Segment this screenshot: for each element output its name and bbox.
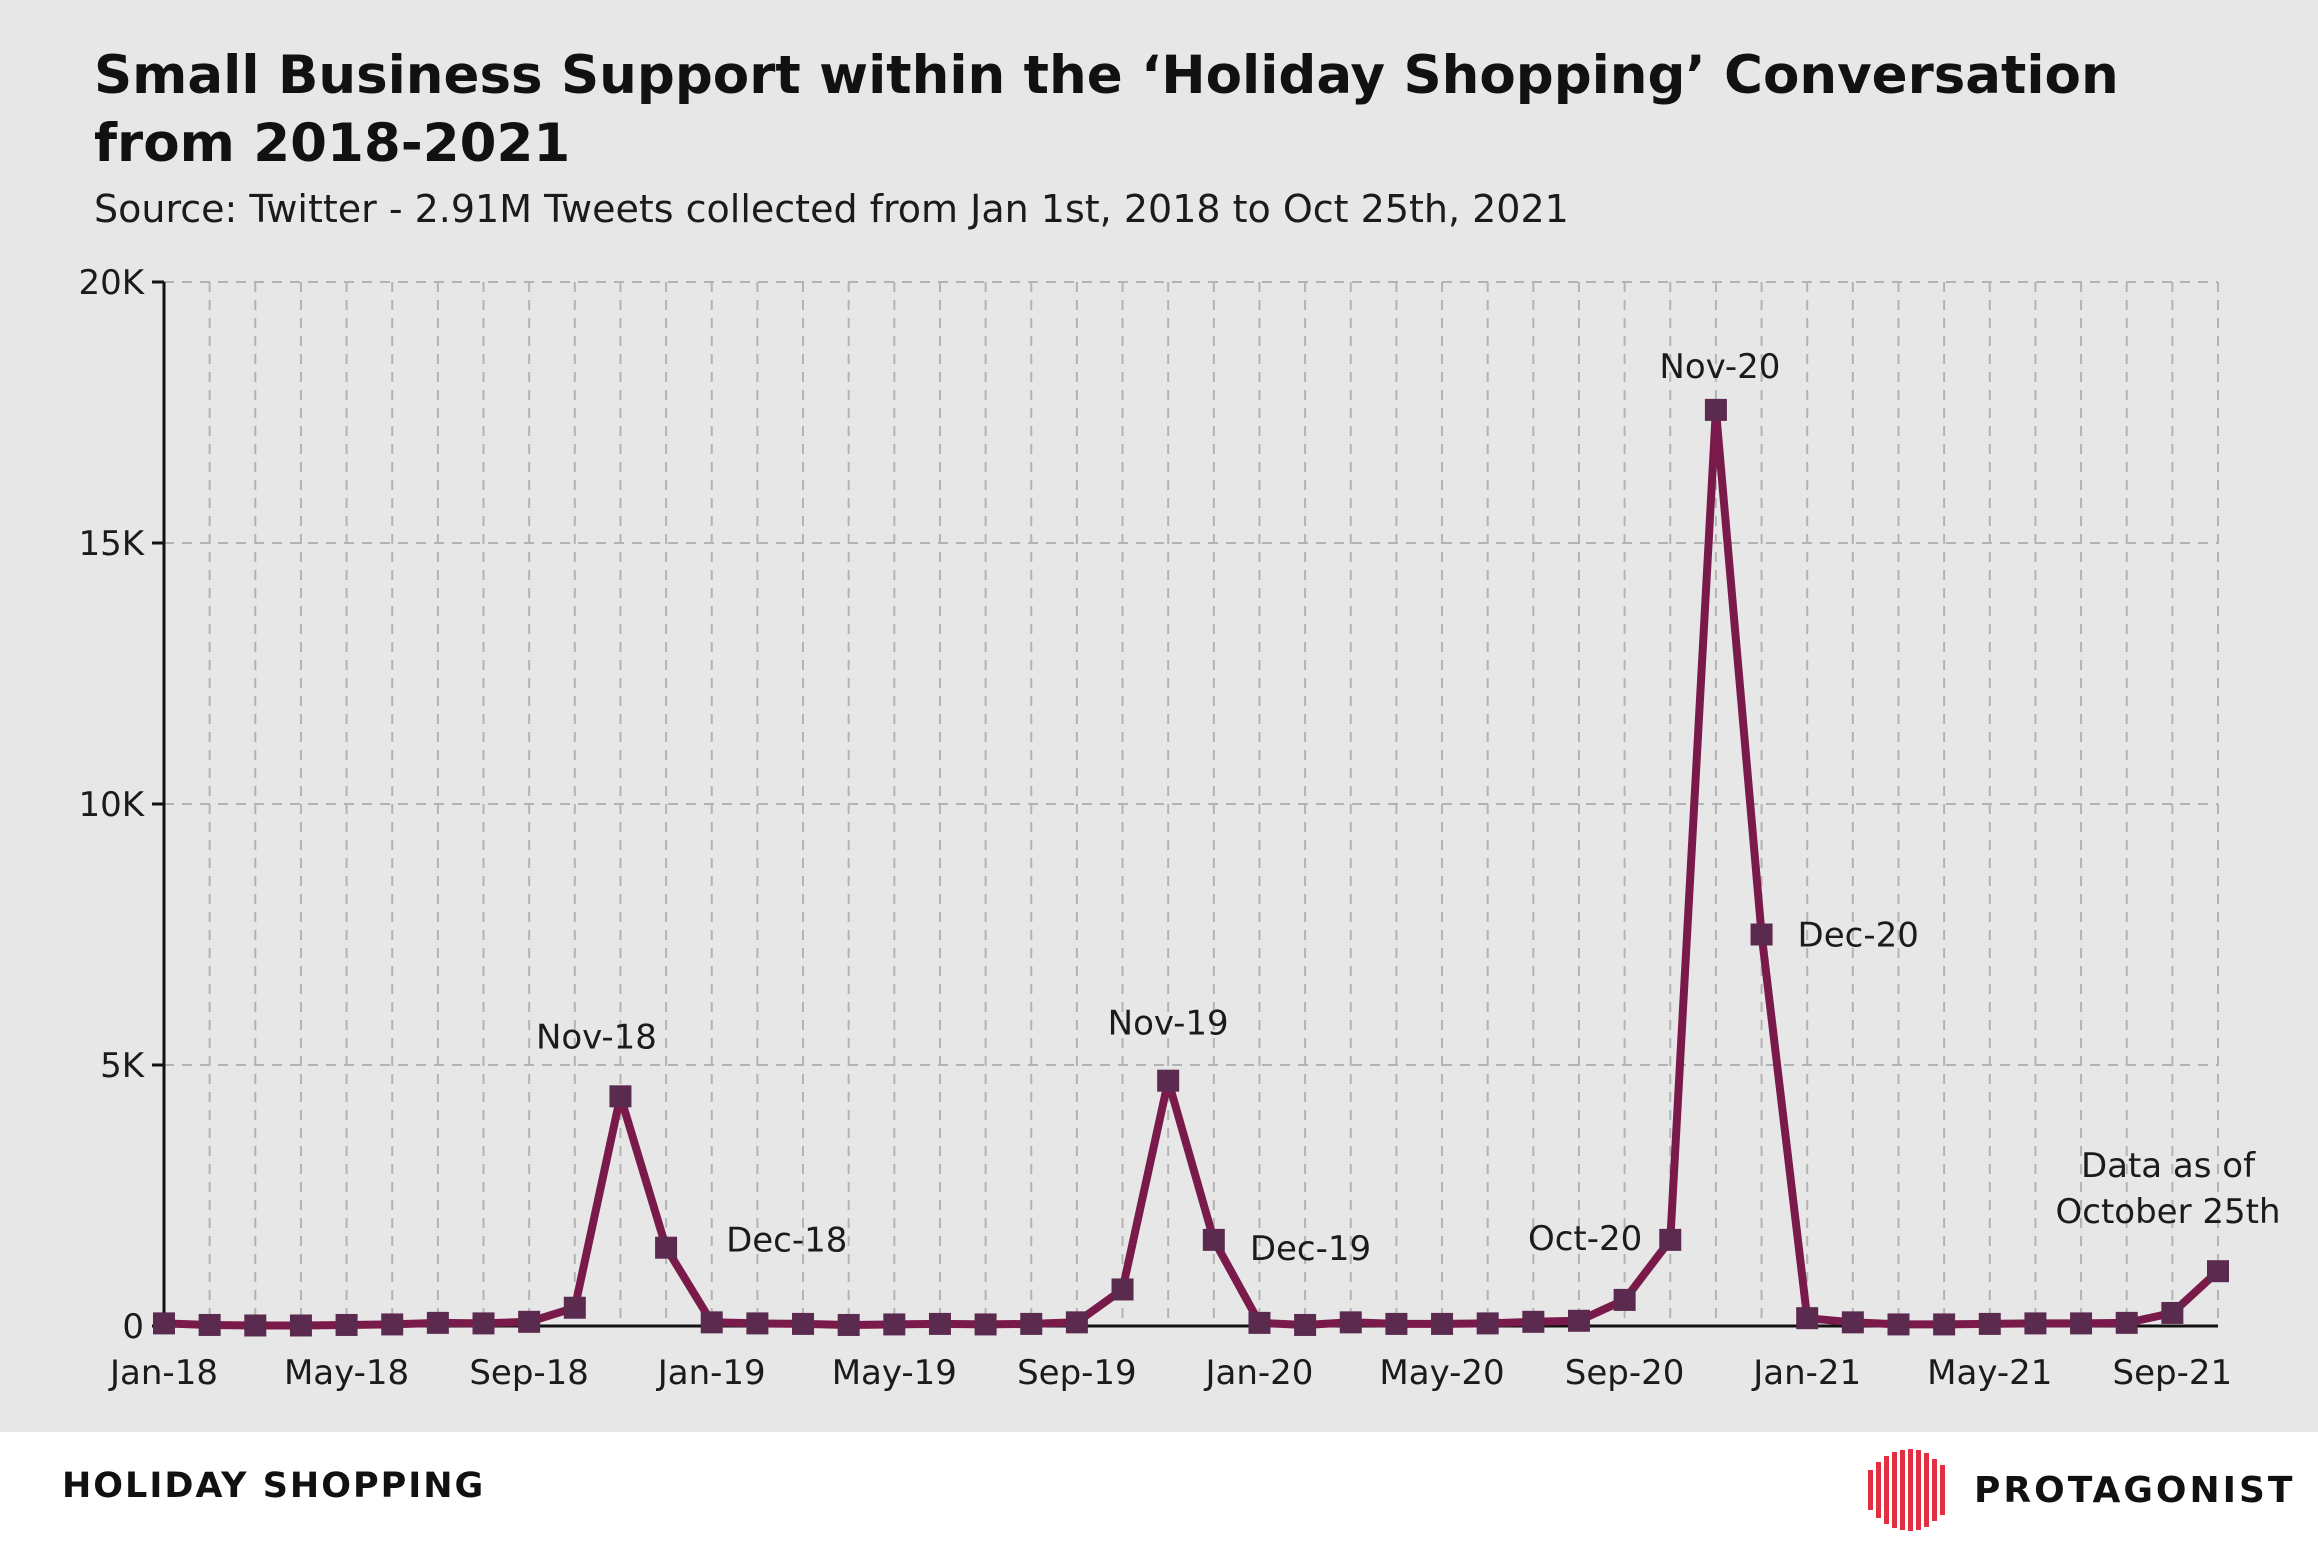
data-point bbox=[1841, 1311, 1864, 1334]
data-point bbox=[381, 1313, 404, 1336]
data-point bbox=[1476, 1312, 1499, 1335]
data-point bbox=[1750, 923, 1773, 946]
data-point bbox=[609, 1085, 632, 1108]
annotation-label: Dec-18 bbox=[726, 1221, 847, 1261]
logo-stripe bbox=[1924, 1453, 1929, 1527]
chart-panel bbox=[0, 0, 2318, 1432]
logo-stripe bbox=[1884, 1456, 1889, 1524]
data-point bbox=[1796, 1307, 1819, 1330]
brand-logo: PROTAGONIST bbox=[1862, 1440, 2296, 1540]
data-point bbox=[1887, 1313, 1910, 1336]
data-point bbox=[1704, 398, 1727, 421]
data-point bbox=[837, 1313, 860, 1336]
series-line bbox=[163, 405, 2221, 1330]
data-point bbox=[1248, 1311, 1271, 1334]
data-point bbox=[883, 1313, 906, 1336]
x-tick-label: May-18 bbox=[284, 1353, 409, 1393]
data-point bbox=[1065, 1311, 1088, 1334]
x-tick-label: Jan-19 bbox=[656, 1353, 766, 1393]
data-point bbox=[2161, 1301, 2184, 1324]
logo-stripe bbox=[1900, 1450, 1905, 1530]
data-point bbox=[153, 1312, 175, 1335]
logo-stripe bbox=[1892, 1452, 1897, 1528]
x-tick-label: May-20 bbox=[1379, 1353, 1504, 1393]
data-point bbox=[198, 1313, 221, 1336]
data-point bbox=[289, 1314, 312, 1337]
logo-stripe bbox=[1876, 1462, 1881, 1518]
x-tick-label: Jan-20 bbox=[1203, 1353, 1313, 1393]
logo-stripe bbox=[1868, 1470, 1873, 1510]
y-tick-label: 10K bbox=[78, 785, 145, 825]
protagonist-head-icon bbox=[1868, 1449, 1945, 1531]
data-point bbox=[928, 1312, 951, 1335]
logo-stripe bbox=[1908, 1449, 1913, 1531]
data-point bbox=[1522, 1310, 1545, 1333]
x-tick-label: Sep-18 bbox=[469, 1353, 589, 1393]
data-point bbox=[1431, 1312, 1454, 1335]
x-tick-label: May-21 bbox=[1927, 1353, 2052, 1393]
data-point bbox=[2070, 1312, 2093, 1335]
annotation-label: Dec-20 bbox=[1798, 916, 1919, 956]
data-point bbox=[2115, 1311, 2138, 1334]
x-tick-label: Jan-18 bbox=[108, 1353, 218, 1393]
data-point bbox=[974, 1313, 997, 1336]
x-tick-label: Jan-21 bbox=[1751, 1353, 1861, 1393]
data-point bbox=[1978, 1312, 2001, 1335]
y-tick-label: 5K bbox=[100, 1046, 146, 1086]
logo-stripe bbox=[1932, 1459, 1937, 1521]
data-point bbox=[244, 1314, 267, 1337]
brand-name: PROTAGONIST bbox=[1974, 1469, 2296, 1511]
data-point bbox=[563, 1296, 586, 1319]
x-tick-label: Sep-21 bbox=[2113, 1353, 2233, 1393]
data-point bbox=[2207, 1260, 2229, 1283]
y-tick-label: 0 bbox=[122, 1307, 144, 1347]
annotation-label: Nov-19 bbox=[1108, 1004, 1229, 1044]
data-point bbox=[1933, 1313, 1956, 1336]
data-point bbox=[2024, 1312, 2047, 1335]
data-point bbox=[1339, 1311, 1362, 1334]
chart-subtitle: Source: Twitter - 2.91M Tweets collected… bbox=[94, 187, 1569, 231]
annotation-label: Nov-20 bbox=[1659, 347, 1780, 387]
data-point bbox=[1202, 1228, 1225, 1251]
data-point bbox=[746, 1312, 769, 1335]
annotation-label: Data as of October 25th bbox=[2055, 1146, 2280, 1232]
y-tick-label: 20K bbox=[78, 263, 145, 303]
annotation-label: Nov-18 bbox=[536, 1017, 657, 1057]
data-point bbox=[472, 1312, 495, 1335]
data-point bbox=[1567, 1309, 1590, 1332]
logo-stripe bbox=[1940, 1465, 1945, 1515]
x-tick-label: May-19 bbox=[832, 1353, 957, 1393]
data-point bbox=[426, 1311, 449, 1334]
data-point bbox=[1294, 1313, 1317, 1336]
data-point bbox=[1020, 1312, 1043, 1335]
annotation-label: Dec-19 bbox=[1250, 1229, 1371, 1269]
data-point bbox=[1659, 1228, 1682, 1251]
data-point bbox=[518, 1310, 541, 1333]
annotation-label: Oct-20 bbox=[1528, 1219, 1642, 1259]
y-tick-label: 15K bbox=[78, 524, 145, 564]
data-point bbox=[1157, 1069, 1180, 1092]
data-point bbox=[335, 1313, 358, 1336]
data-point bbox=[700, 1311, 723, 1334]
data-point bbox=[1385, 1312, 1408, 1335]
data-point bbox=[1613, 1288, 1636, 1311]
x-tick-label: Sep-20 bbox=[1565, 1353, 1685, 1393]
section-label: HOLIDAY SHOPPING bbox=[62, 1466, 486, 1506]
chart-title: Small Business Support within the ‘Holid… bbox=[94, 45, 2119, 174]
data-point bbox=[792, 1312, 815, 1335]
x-tick-label: Sep-19 bbox=[1017, 1353, 1137, 1393]
logo-stripe bbox=[1916, 1450, 1921, 1530]
data-point bbox=[1111, 1278, 1134, 1301]
data-point bbox=[655, 1236, 678, 1259]
line-chart: 0 5K 10K 15K 20K Jan-18 May-18 Sep-18 Jan-19 May-… bbox=[78, 263, 2280, 1393]
